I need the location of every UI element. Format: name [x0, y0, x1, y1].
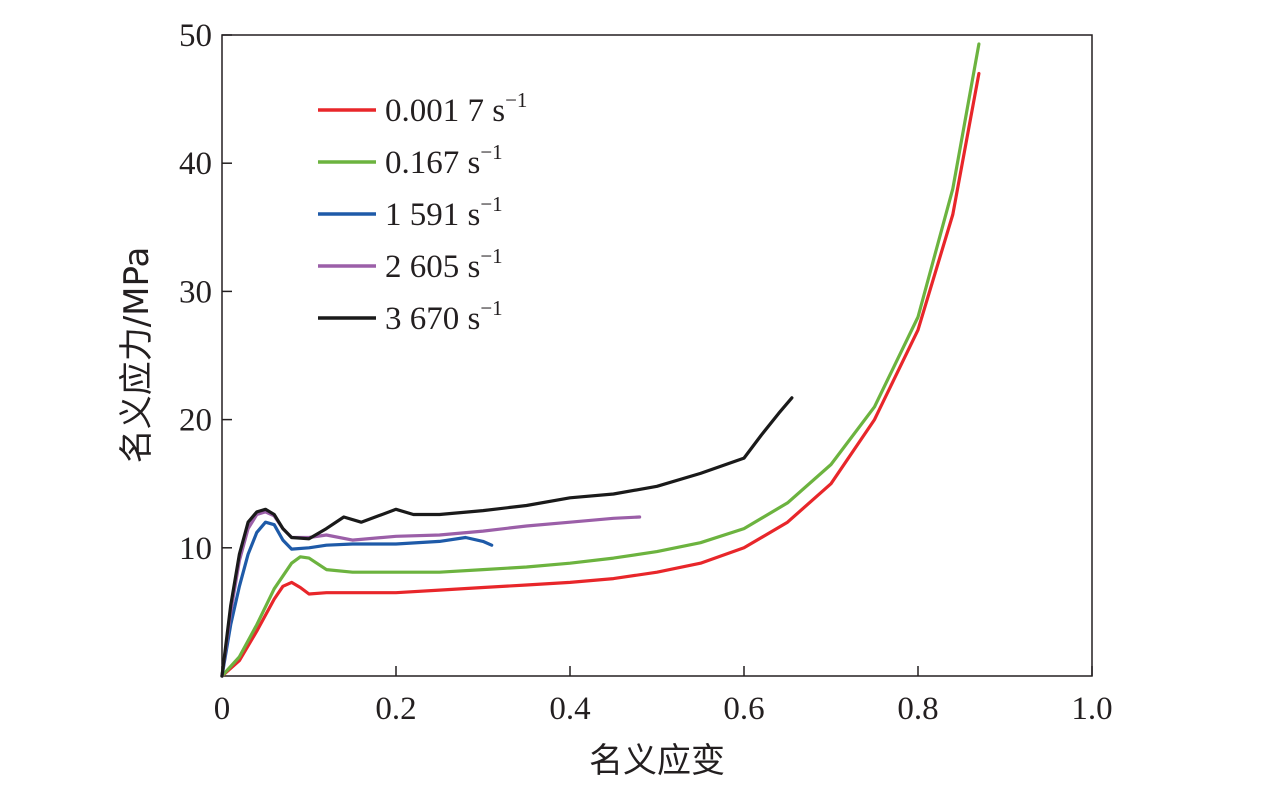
y-tick-label: 30 [179, 274, 212, 310]
series-lines [220, 42, 981, 678]
legend-label-text: 2 605 s [385, 249, 480, 285]
series-line-3 [220, 520, 494, 678]
x-tick-label: 0.2 [375, 691, 416, 727]
x-tick-label: 1.0 [1071, 691, 1112, 727]
legend-label: 0.167 s−1 [385, 140, 503, 181]
legend-label-text: 0.167 s [385, 145, 480, 181]
axis-tick-labels: 0 0.2 0.4 0.6 0.8 1.0 10 20 30 40 50 [179, 18, 1113, 727]
legend-label: 1 591 s−1 [385, 192, 503, 233]
y-tick-label: 50 [179, 18, 212, 54]
axis-ticks [221, 34, 1093, 676]
plot-frame [221, 34, 1093, 677]
legend-label: 2 605 s−1 [385, 244, 503, 285]
y-tick-label: 10 [179, 531, 212, 567]
legend-label-text: 0.001 7 s [385, 93, 505, 129]
x-tick-label: 0.8 [897, 691, 938, 727]
series-line-2 [220, 42, 981, 678]
y-tick-label: 40 [179, 146, 212, 182]
legend-label: 0.001 7 s−1 [385, 88, 527, 129]
x-tick-label: 0.4 [549, 691, 590, 727]
legend: 0.001 7 s−10.167 s−11 591 s−12 605 s−13 … [318, 88, 527, 337]
series-line-5 [220, 396, 794, 678]
x-tick-label: 0.6 [723, 691, 764, 727]
x-axis-title: 名义应变 [589, 741, 725, 781]
legend-label: 3 670 s−1 [385, 296, 503, 337]
series-line-1 [220, 71, 981, 678]
legend-label-exponent: −1 [505, 88, 527, 112]
x-tick-label: 0 [214, 691, 231, 727]
legend-label-text: 1 591 s [385, 197, 480, 233]
legend-label-text: 3 670 s [385, 301, 480, 337]
y-axis-title: 名义应力/MPa [117, 247, 157, 464]
legend-label-exponent: −1 [480, 192, 502, 216]
legend-label-exponent: −1 [480, 140, 502, 164]
legend-label-exponent: −1 [480, 296, 502, 320]
legend-label-exponent: −1 [480, 244, 502, 268]
y-tick-label: 20 [179, 403, 212, 439]
series-line-4 [220, 510, 642, 678]
